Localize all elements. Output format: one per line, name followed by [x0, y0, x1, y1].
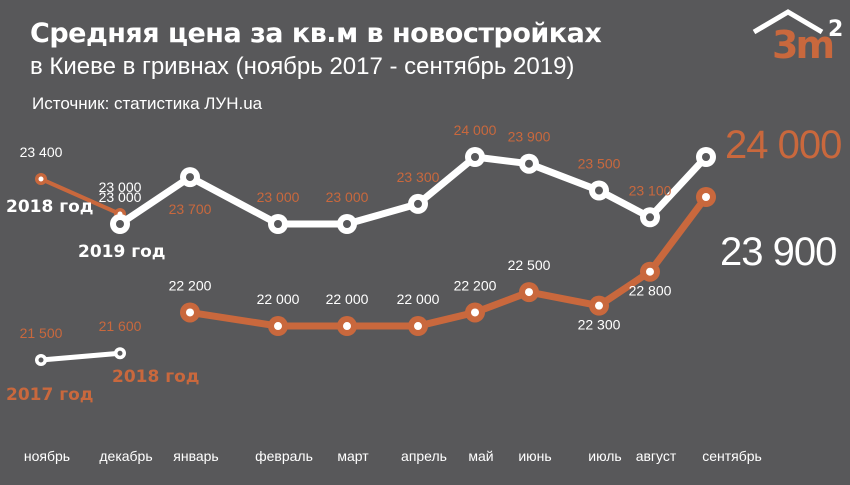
- logo-superscript: 2: [828, 17, 843, 42]
- data-point-center: [595, 186, 603, 195]
- chart-subtitle: в Киеве в гривнах (ноябрь 2017 - сентябр…: [30, 53, 575, 80]
- data-label: 23 000: [326, 189, 369, 205]
- inline-legend: 2017 год 2018 год 2019 год 2018 год: [6, 197, 200, 405]
- chart-source: Источник: статистика ЛУН.ua: [32, 94, 263, 113]
- logo: 3m 2: [752, 9, 843, 62]
- data-label: 24 000: [454, 122, 497, 138]
- x-tick-label: март: [337, 448, 369, 464]
- data-point-center: [343, 322, 351, 331]
- data-point-center: [414, 322, 422, 331]
- final-value-top: 24 000: [725, 123, 841, 167]
- data-label: 22 800: [629, 283, 672, 299]
- data-point-center: [525, 159, 533, 168]
- data-label: 23 000: [257, 189, 300, 205]
- data-label: 22 500: [508, 257, 551, 273]
- data-label: 23 900: [508, 129, 551, 145]
- data-point-center: [117, 350, 123, 356]
- chart-title: Средняя цена за кв.м в новостройках: [30, 18, 602, 49]
- data-point-center: [343, 220, 351, 228]
- x-tick-label: август: [636, 448, 677, 464]
- series-line-2017-год: [40, 350, 121, 363]
- series-line-2018-fragment: [40, 177, 121, 216]
- x-tick-label: февраль: [255, 448, 313, 464]
- data-label: 23 300: [397, 169, 440, 185]
- data-label: 23 400: [20, 144, 63, 160]
- legend-label: 2019 год: [78, 242, 166, 262]
- x-tick-label: апрель: [401, 448, 447, 464]
- logo-text: 3m: [772, 23, 832, 62]
- data-point-center: [186, 308, 194, 317]
- data-point-center: [274, 220, 282, 228]
- data-label: 23 700: [169, 201, 212, 217]
- data-point-center: [186, 173, 194, 182]
- data-label: 23 100: [629, 182, 672, 198]
- data-label: 22 300: [578, 317, 621, 333]
- data-label: 23 000: [99, 189, 142, 205]
- data-label: 22 000: [397, 291, 440, 307]
- data-label: 22 000: [257, 291, 300, 307]
- data-label: 21 600: [99, 318, 142, 334]
- data-point-center: [471, 153, 479, 161]
- data-label: 23 500: [578, 156, 621, 172]
- final-value-bottom: 23 900: [720, 230, 836, 274]
- data-point-center: [274, 322, 282, 331]
- data-label: 21 500: [20, 325, 63, 341]
- data-point-center: [646, 267, 654, 276]
- data-point-center: [38, 357, 44, 363]
- data-labels: 21 500 21 600 23 400 23 000 22 200 22 000 22 0…: [20, 122, 672, 341]
- x-tick-label: июнь: [518, 448, 551, 464]
- data-point-center: [646, 213, 654, 222]
- x-tick-label: ноябрь: [24, 448, 70, 464]
- legend-label: 2018 год: [6, 197, 94, 217]
- x-axis: ноябрь декабрь январь февраль март апрель май и…: [24, 448, 762, 464]
- data-point-center: [702, 153, 710, 161]
- x-tick-label: июль: [588, 448, 621, 464]
- x-tick-label: январь: [173, 448, 218, 464]
- data-label: 22 000: [326, 291, 369, 307]
- data-point-center: [702, 193, 710, 201]
- legend-label: 2018 год: [112, 367, 200, 387]
- data-point-center: [471, 308, 479, 317]
- data-point-center: [595, 301, 603, 310]
- data-point-center: [414, 199, 422, 208]
- series-points: [35, 147, 716, 366]
- data-label: 23 000: [99, 179, 142, 195]
- x-tick-label: декабрь: [99, 448, 152, 464]
- series-line-2019-год: [118, 153, 709, 228]
- data-point-center: [525, 288, 533, 297]
- x-tick-label: сентябрь: [702, 448, 762, 464]
- legend-label: 2017 год: [6, 385, 94, 405]
- data-label: 22 200: [169, 277, 212, 293]
- data-point-center: [116, 220, 124, 228]
- data-label: 22 200: [454, 277, 497, 293]
- x-tick-label: май: [468, 448, 493, 464]
- data-point-center: [38, 176, 44, 182]
